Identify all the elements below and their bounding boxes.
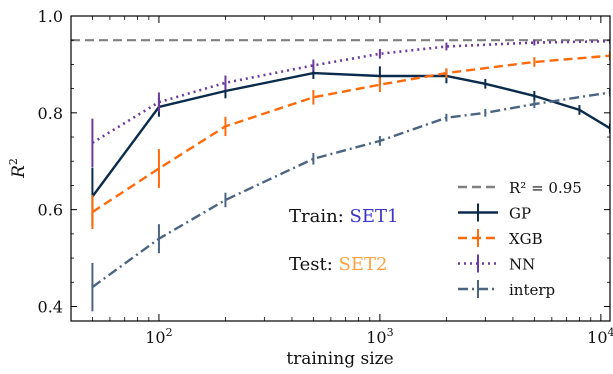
x-tick-label: 103	[366, 326, 393, 347]
annotation-test: Test: SET2	[289, 254, 387, 275]
axis-ticks: 0.4 0.6 0.8 1.0 102 103 104	[38, 7, 613, 347]
annotations: Train: SET1 Test: SET2	[289, 206, 398, 275]
y-tick-label: 0.6	[38, 201, 63, 220]
legend-entry: XGB	[458, 229, 543, 248]
series-GP	[91, 66, 610, 226]
legend-entry: interp	[458, 280, 555, 299]
x-axis-label: training size	[286, 349, 393, 369]
legend-label: GP	[509, 205, 531, 223]
legend-label: XGB	[509, 230, 543, 248]
legend-entry: NN	[458, 254, 535, 274]
x-tick-label: 102	[145, 326, 172, 347]
y-tick-label: 0.4	[38, 297, 63, 316]
series-line-NN	[91, 39, 610, 144]
series-NN	[91, 38, 610, 168]
annotation-value: SET2	[339, 254, 388, 275]
series-interp	[91, 88, 610, 312]
legend-label: NN	[509, 256, 535, 274]
x-tick-label: 104	[587, 326, 613, 347]
y-tick-label: 1.0	[38, 7, 63, 26]
legend-label: interp	[509, 281, 555, 299]
series-XGB	[91, 50, 610, 230]
annotation-value: SET1	[349, 206, 398, 227]
series-layer	[71, 38, 610, 312]
legend-entry: R² = 0.95	[458, 179, 582, 197]
legend-entry: GP	[458, 203, 531, 223]
legend-label: R² = 0.95	[509, 179, 582, 197]
series-line-GP	[91, 71, 610, 198]
y-axis-label: R2	[7, 158, 29, 179]
plot-frame	[70, 15, 611, 322]
legend: R² = 0.95 GP XGB NN interp	[458, 179, 582, 299]
annotation-train: Train: SET1	[289, 206, 398, 227]
y-tick-label: 0.8	[38, 104, 63, 123]
series-line-XGB	[91, 54, 610, 214]
